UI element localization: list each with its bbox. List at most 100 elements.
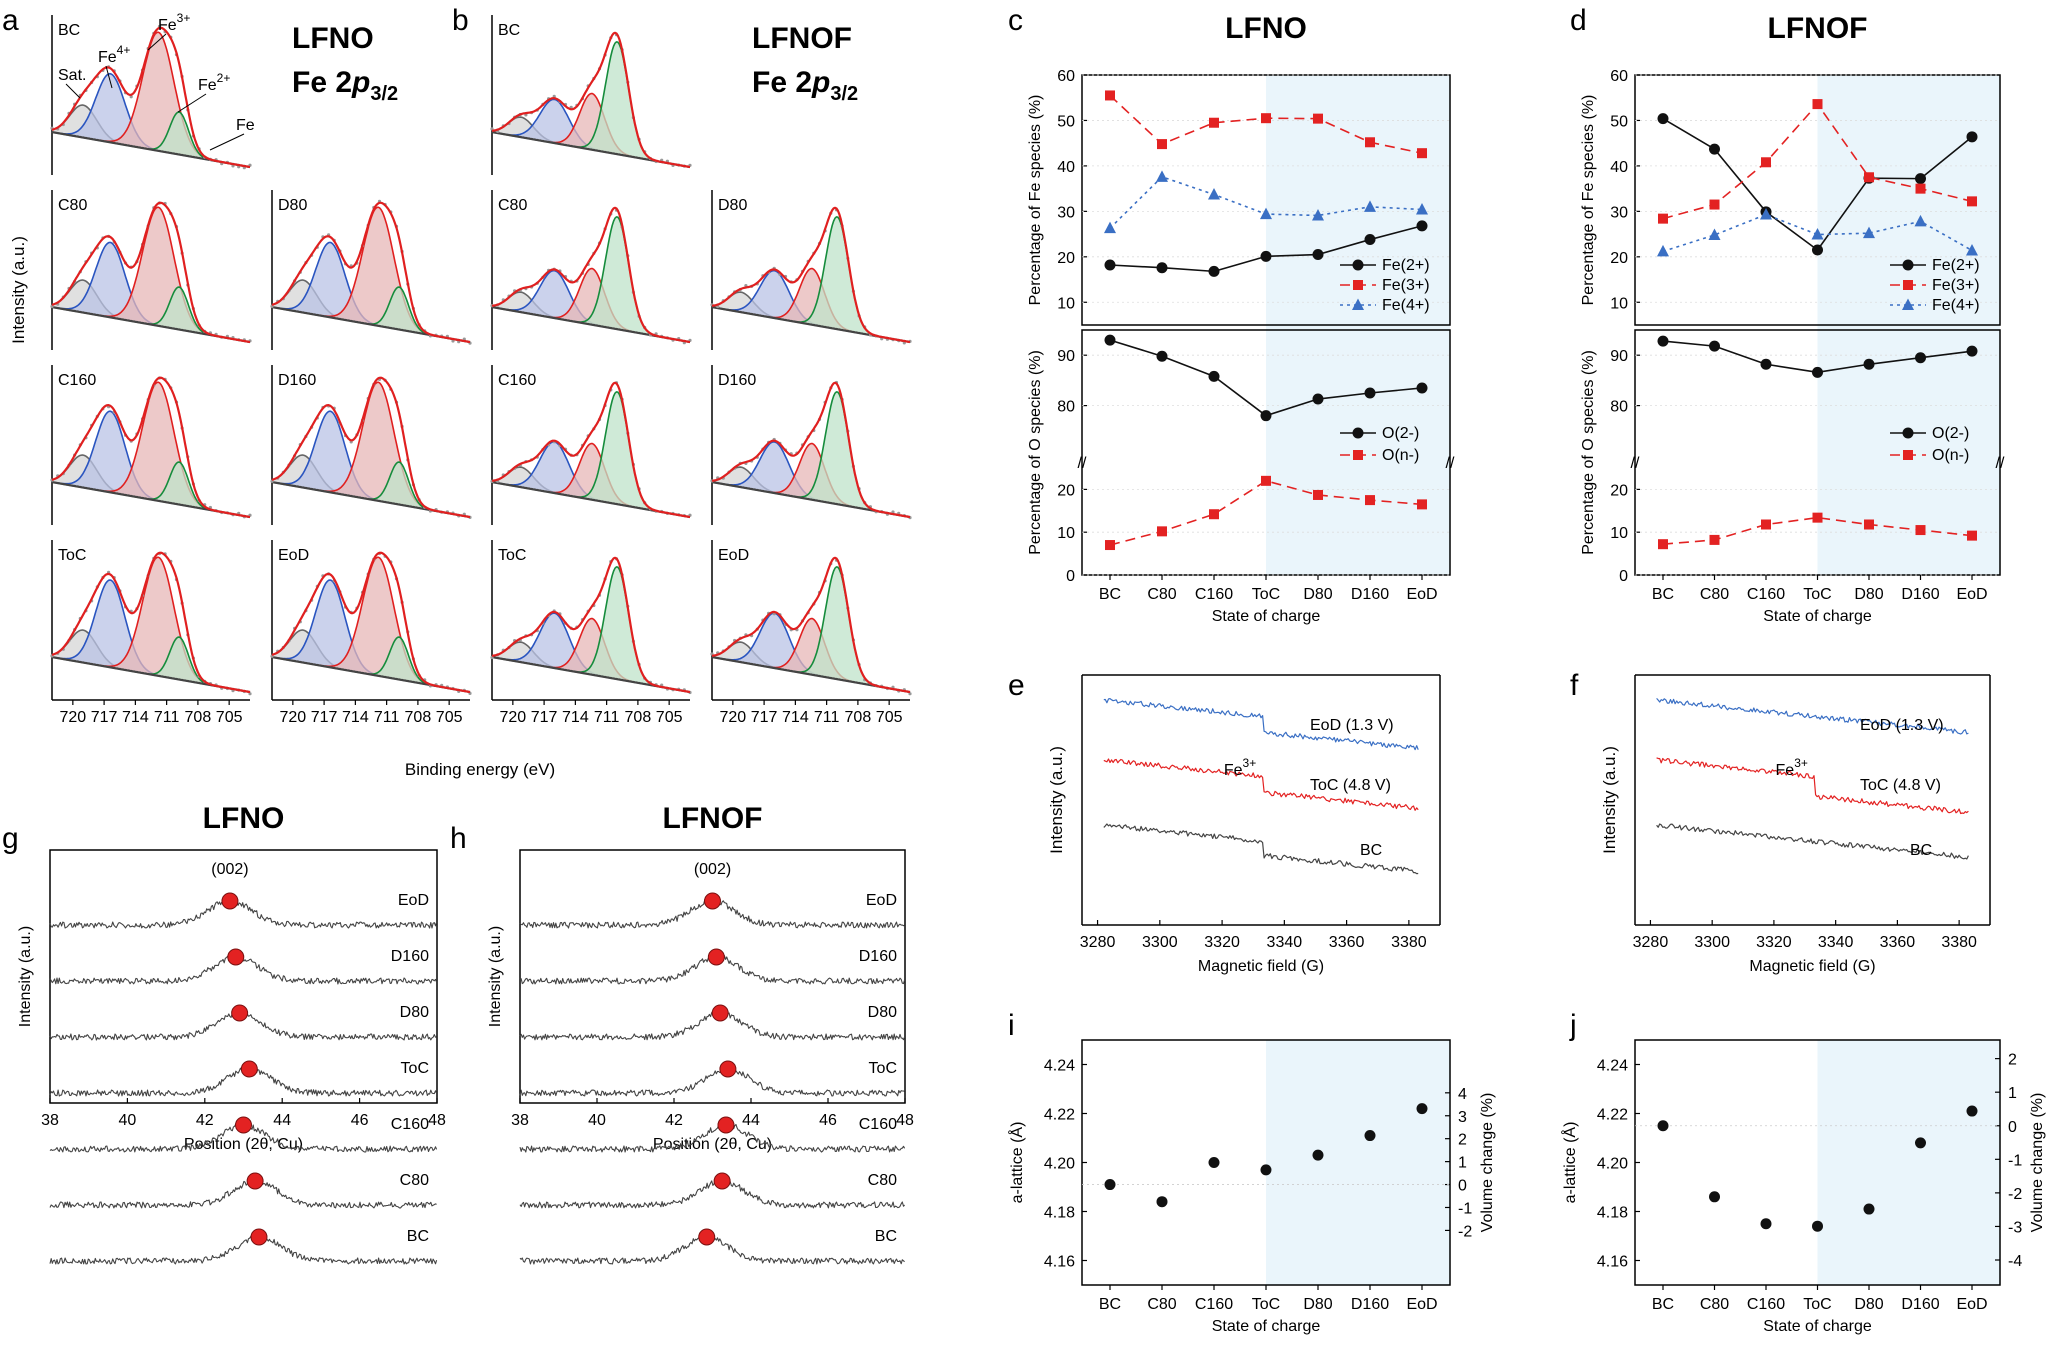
y-tick-label: 20: [1057, 250, 1075, 267]
legend-label: O(2-): [1932, 425, 1969, 442]
x-label: State of charge: [1212, 608, 1321, 625]
sub-sub: 3/2: [370, 83, 398, 105]
x-tick-label: 40: [588, 1112, 606, 1129]
peak-marker: [698, 1228, 716, 1246]
y-tick-label: 40: [1057, 159, 1075, 176]
x-tick-label: 3360: [1880, 934, 1916, 951]
xps-subtitle-lfno: Fe 2p3/2: [292, 66, 398, 105]
data-point: [1417, 499, 1427, 510]
data-point: [1657, 1120, 1669, 1132]
x-label: Magnetic field (G): [1749, 958, 1875, 975]
series-label: BC: [875, 1228, 897, 1245]
y2-tick-label: 3: [1458, 1109, 1467, 1126]
x-tick-label: ToC: [1803, 586, 1831, 603]
xps-envelope: [271, 201, 471, 344]
xrd-pattern: [519, 1122, 906, 1153]
series-label: EoD (1.3 V): [1310, 717, 1394, 734]
data-point: [1658, 539, 1668, 550]
xps-annotation-base: Sat.: [58, 67, 86, 84]
y-tick-label: 80: [1057, 399, 1075, 416]
sub-italic: p: [811, 66, 830, 99]
xps-peak-fill: [712, 443, 910, 517]
peak-label-sup: 3+: [1243, 756, 1257, 770]
series-label: BC: [1910, 842, 1932, 859]
xps-peak-fill: [272, 382, 470, 517]
xps-annotation-sup: 2+: [217, 71, 231, 85]
y2-label: Volume change (%): [2029, 1093, 2046, 1233]
sub-prefix: Fe 2: [292, 66, 352, 99]
xps-annotation-leader: [147, 33, 167, 51]
panel-label-h: h: [450, 822, 467, 855]
series-label: D160: [391, 948, 429, 965]
data-point: [1966, 131, 1978, 143]
y2-tick-label: 1: [1458, 1155, 1467, 1172]
xps-peak-fill: [492, 443, 690, 517]
peak-marker: [235, 1116, 252, 1134]
x-tick-label: D80: [1854, 586, 1883, 603]
x-tick-label: EoD: [1406, 1296, 1437, 1313]
xps-annotation-leader: [105, 65, 113, 89]
xps-peak-fill: [272, 207, 470, 342]
xps-peak-fill: [712, 268, 910, 342]
y2-tick-label: 2: [1458, 1132, 1467, 1149]
series-label: D80: [868, 1004, 897, 1021]
xps-y-label: Intensity (a.u.): [9, 236, 28, 344]
y-tick-label: 10: [1610, 295, 1628, 312]
data-point: [1209, 117, 1219, 128]
y-label: a-lattice (Å): [1007, 1122, 1026, 1204]
y-tick-label: 90: [1610, 348, 1628, 365]
x-tick-label: C160: [1747, 1296, 1785, 1313]
xps-condition-label: ToC: [58, 547, 86, 564]
legend-label: O(n-): [1382, 447, 1419, 464]
data-point: [1966, 1105, 1978, 1117]
xps-subtitle-lfnof: Fe 2p3/2: [752, 66, 858, 105]
legend-marker: [1902, 259, 1914, 271]
xps-peak-fill: [712, 613, 910, 692]
xps-condition-label: EoD: [278, 547, 309, 564]
peak-label: Fe3+: [1776, 756, 1808, 779]
y2-tick-label: -3: [2008, 1219, 2022, 1236]
data-point: [1313, 489, 1323, 500]
xrd-pattern: [49, 898, 438, 929]
x-tick-label: 3280: [1080, 934, 1116, 951]
xps-data-point: [129, 95, 133, 99]
y2-tick-label: 1: [2008, 1085, 2017, 1102]
xps-condition-label: ToC: [498, 547, 526, 564]
data-point: [1812, 99, 1823, 110]
x-tick-label: D80: [1303, 586, 1332, 603]
xps-peak-fill: [712, 642, 910, 692]
data-point: [1260, 250, 1272, 262]
data-point: [1365, 137, 1375, 148]
series-label: ToC: [869, 1060, 897, 1077]
data-point: [1915, 1137, 1926, 1149]
x-tick-label: BC: [1652, 1296, 1674, 1313]
x-tick-label: D160: [1351, 586, 1389, 603]
data-point: [1260, 1164, 1272, 1176]
y2-tick-label: -2: [1458, 1223, 1472, 1240]
sub-sub: 3/2: [830, 83, 858, 105]
y-tick-label: 40: [1610, 159, 1628, 176]
x-tick-label: 38: [511, 1112, 529, 1129]
xps-envelope: [271, 551, 471, 694]
xps-x-tick-label: 708: [405, 709, 432, 726]
xps-peak-fill: [272, 580, 470, 692]
x-tick-label: 3340: [1267, 934, 1303, 951]
data-point: [1864, 519, 1874, 530]
y-tick-label: 4.22: [1044, 1107, 1075, 1124]
xps-condition-label: C80: [58, 197, 87, 214]
xps-peak-fill: [712, 618, 910, 692]
data-point: [1364, 1130, 1376, 1142]
y-tick-label: 30: [1057, 204, 1075, 221]
peak-marker: [713, 1172, 731, 1190]
panel-label-d: d: [1570, 4, 1587, 37]
panel-label-i: i: [1008, 1009, 1015, 1042]
y-label-bottom: Percentage of O species (%): [1580, 350, 1597, 555]
y-tick-label: 4.24: [1597, 1058, 1628, 1075]
y2-tick-label: -4: [2008, 1253, 2022, 1270]
xps-condition-label: C160: [498, 372, 536, 389]
data-point: [1863, 358, 1875, 370]
x-tick-label: 48: [896, 1112, 914, 1129]
y-tick-label: 10: [1057, 525, 1075, 542]
peak-marker: [717, 1116, 735, 1134]
y-tick-label: 4.24: [1044, 1058, 1075, 1075]
